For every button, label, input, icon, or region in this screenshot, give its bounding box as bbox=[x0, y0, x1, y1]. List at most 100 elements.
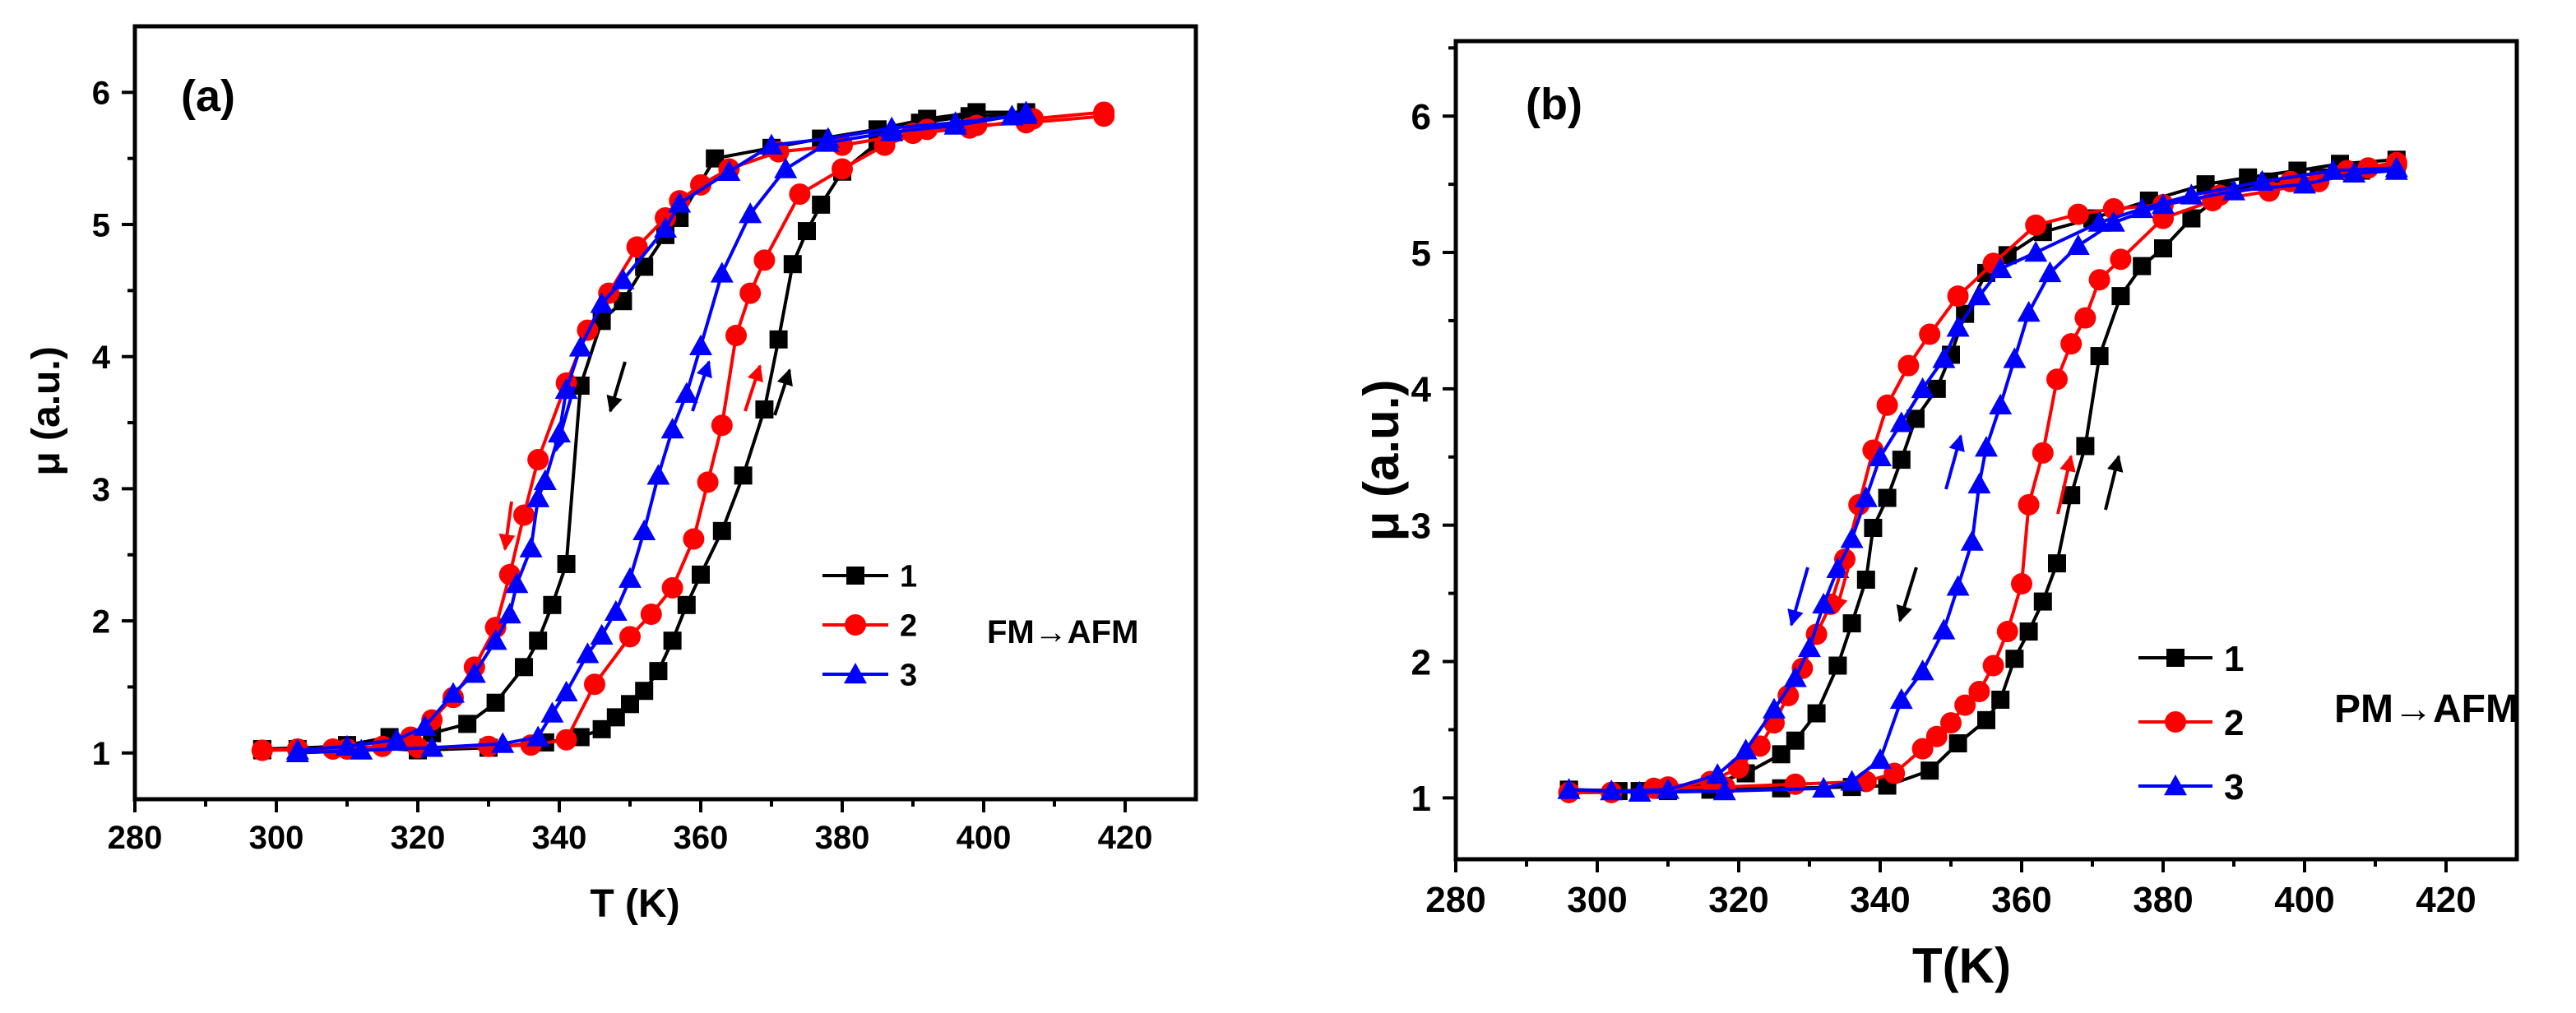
y-tick-label: 2 bbox=[1411, 642, 1431, 682]
data-point bbox=[1856, 571, 1875, 590]
data-point bbox=[2321, 159, 2345, 180]
arrow-heating-blue bbox=[1944, 434, 1965, 490]
data-point bbox=[832, 158, 853, 180]
data-point bbox=[1940, 712, 1962, 734]
data-point bbox=[1557, 778, 1581, 799]
data-point bbox=[706, 149, 725, 168]
data-point bbox=[2019, 622, 2038, 641]
data-point bbox=[2074, 307, 2096, 329]
data-point bbox=[2222, 179, 2245, 201]
data-point bbox=[2088, 269, 2110, 291]
x-tick-label: 360 bbox=[1991, 880, 2051, 920]
data-point bbox=[2133, 257, 2152, 275]
data-point bbox=[584, 673, 605, 696]
data-point bbox=[462, 662, 486, 683]
data-point bbox=[880, 120, 904, 141]
y-tick-label: 3 bbox=[1411, 506, 1431, 547]
series-3-heating bbox=[1557, 159, 2408, 802]
data-point bbox=[1783, 666, 1807, 687]
data-point bbox=[2011, 573, 2032, 595]
data-point bbox=[1960, 530, 1984, 551]
legend-item-2: 2 bbox=[822, 609, 917, 644]
data-point bbox=[1967, 472, 1991, 494]
data-point bbox=[1982, 655, 2004, 677]
data-point bbox=[1968, 681, 1990, 703]
data-point bbox=[692, 565, 710, 584]
data-point bbox=[1812, 776, 1836, 798]
data-point bbox=[1798, 636, 1821, 658]
direction-arrows bbox=[1787, 434, 2124, 627]
y-tick-label: 5 bbox=[1411, 234, 1431, 274]
arrow-cooling-red bbox=[498, 501, 516, 551]
data-point bbox=[674, 382, 698, 403]
data-point bbox=[2166, 649, 2185, 667]
data-point bbox=[1920, 761, 1939, 780]
data-point bbox=[1947, 285, 1969, 308]
data-point bbox=[568, 335, 592, 357]
axis-ticks bbox=[122, 90, 1127, 812]
data-point bbox=[505, 572, 529, 594]
data-point bbox=[1925, 725, 1948, 747]
arrow-cooling-blue bbox=[1787, 567, 1809, 627]
data-point bbox=[2048, 554, 2066, 573]
data-point bbox=[619, 567, 642, 588]
data-point bbox=[484, 629, 507, 650]
data-point bbox=[725, 325, 747, 346]
data-point bbox=[1854, 486, 1878, 507]
data-point bbox=[1786, 731, 1805, 750]
data-point bbox=[557, 554, 576, 573]
legend-label: 2 bbox=[2224, 703, 2244, 743]
data-point bbox=[789, 183, 811, 206]
data-point bbox=[689, 334, 712, 356]
panel-label: (a) bbox=[181, 72, 235, 121]
data-point bbox=[769, 330, 788, 349]
data-point bbox=[2250, 169, 2274, 192]
legend-item-1: 1 bbox=[822, 560, 917, 594]
series-1-heating bbox=[1559, 155, 2406, 801]
data-point bbox=[755, 400, 774, 419]
data-point bbox=[526, 486, 550, 507]
data-point bbox=[543, 595, 562, 614]
data-point bbox=[1975, 436, 1998, 457]
data-point bbox=[1777, 685, 1800, 706]
data-point bbox=[1864, 519, 1883, 538]
plot-frame bbox=[1453, 39, 2519, 862]
series-line bbox=[262, 110, 1026, 752]
data-point bbox=[1734, 738, 1758, 760]
data-point bbox=[1656, 778, 1679, 799]
data-point bbox=[2293, 173, 2316, 194]
data-point bbox=[1919, 323, 1941, 345]
y-tick-label: 6 bbox=[92, 76, 110, 112]
arrow-cooling-blue bbox=[552, 386, 576, 452]
data-point bbox=[2067, 203, 2089, 225]
legend-label: 3 bbox=[2224, 767, 2244, 807]
data-point bbox=[540, 701, 564, 723]
data-point bbox=[590, 292, 614, 313]
data-point bbox=[1840, 527, 1864, 548]
data-point bbox=[2032, 442, 2054, 464]
series-line bbox=[1568, 158, 2397, 793]
x-tick-label: 280 bbox=[1425, 880, 1485, 920]
data-point bbox=[1869, 747, 1892, 770]
x-tick-labels: 280 300 320 340 360 380 400 420 bbox=[1425, 880, 2476, 920]
data-point bbox=[1840, 770, 1864, 791]
data-point bbox=[1889, 411, 1913, 432]
data-point bbox=[2018, 493, 2040, 516]
data-point bbox=[943, 113, 967, 135]
data-point bbox=[1948, 734, 1967, 753]
data-point bbox=[2003, 347, 2027, 368]
data-point bbox=[458, 715, 477, 733]
data-point bbox=[491, 732, 515, 753]
data-point bbox=[2005, 650, 2024, 668]
data-point bbox=[1954, 694, 1976, 716]
y-tick-labels: 1 2 3 4 5 6 bbox=[1411, 97, 1432, 819]
data-point bbox=[632, 519, 656, 541]
data-point bbox=[1828, 656, 1847, 675]
data-point bbox=[2152, 193, 2175, 215]
data-point bbox=[1628, 780, 1652, 802]
arrow-heating-red bbox=[744, 364, 763, 412]
data-point bbox=[2066, 234, 2090, 255]
data-point bbox=[576, 642, 600, 664]
data-point bbox=[1989, 257, 2013, 279]
data-point bbox=[668, 192, 692, 213]
